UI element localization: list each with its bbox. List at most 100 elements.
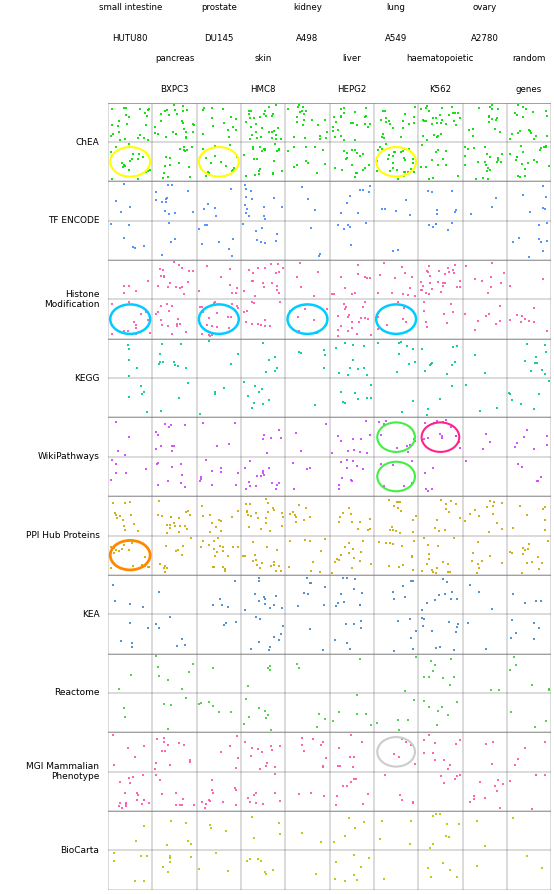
Point bbox=[448, 216, 456, 231]
Point bbox=[208, 464, 217, 478]
Point bbox=[519, 100, 527, 114]
Point bbox=[157, 268, 166, 283]
Point bbox=[217, 524, 225, 538]
Point bbox=[390, 747, 399, 762]
Point bbox=[200, 101, 209, 115]
Point bbox=[506, 774, 515, 789]
Point bbox=[155, 669, 163, 683]
Point bbox=[140, 131, 148, 145]
Point bbox=[448, 379, 456, 393]
Point bbox=[411, 624, 420, 638]
Point bbox=[248, 810, 257, 824]
Point bbox=[307, 576, 316, 590]
Point bbox=[173, 639, 182, 654]
Point bbox=[340, 133, 349, 148]
Point bbox=[429, 808, 438, 822]
Point bbox=[352, 688, 361, 703]
Point bbox=[258, 556, 266, 570]
Point bbox=[526, 364, 535, 378]
Point bbox=[208, 119, 217, 133]
Point bbox=[115, 509, 124, 523]
Point bbox=[407, 573, 416, 587]
Point bbox=[484, 115, 493, 130]
Point bbox=[251, 378, 260, 392]
Point bbox=[361, 117, 370, 131]
Point bbox=[129, 770, 138, 784]
Point bbox=[481, 737, 490, 751]
Point bbox=[107, 102, 116, 116]
Point bbox=[307, 564, 316, 578]
Point bbox=[157, 107, 166, 122]
Point bbox=[181, 637, 189, 652]
Point bbox=[514, 97, 522, 112]
Point bbox=[168, 444, 177, 459]
Point bbox=[349, 338, 358, 352]
Point bbox=[198, 795, 207, 809]
Point bbox=[412, 509, 420, 523]
Point bbox=[357, 586, 366, 600]
Point bbox=[540, 523, 549, 537]
Point bbox=[255, 762, 264, 776]
Point bbox=[264, 353, 273, 367]
Point bbox=[150, 120, 159, 134]
Point bbox=[544, 375, 553, 389]
Point bbox=[432, 718, 441, 732]
Point bbox=[350, 552, 358, 566]
Point bbox=[322, 417, 331, 431]
Point bbox=[444, 708, 453, 722]
Point bbox=[242, 692, 250, 706]
Point bbox=[215, 592, 224, 606]
Point bbox=[423, 538, 432, 552]
Point bbox=[385, 148, 394, 162]
Point bbox=[316, 738, 325, 752]
Point bbox=[125, 279, 134, 293]
Point bbox=[397, 335, 406, 350]
Point bbox=[244, 519, 253, 534]
Point bbox=[207, 318, 216, 333]
Point bbox=[274, 816, 283, 831]
Point bbox=[273, 360, 281, 375]
Point bbox=[422, 285, 430, 299]
Point bbox=[234, 347, 243, 361]
Point bbox=[488, 102, 497, 116]
Point bbox=[435, 524, 444, 538]
Point bbox=[347, 515, 356, 529]
Point bbox=[451, 205, 460, 219]
Point bbox=[357, 735, 366, 749]
Point bbox=[520, 430, 529, 444]
Point bbox=[295, 256, 304, 270]
Text: genes: genes bbox=[516, 85, 542, 95]
Point bbox=[265, 659, 274, 673]
Point bbox=[419, 129, 428, 143]
Point bbox=[521, 101, 530, 115]
Point bbox=[293, 598, 302, 612]
Point bbox=[339, 506, 348, 520]
Point bbox=[479, 171, 488, 185]
Point bbox=[154, 477, 163, 492]
Point bbox=[254, 316, 263, 331]
Point bbox=[250, 168, 259, 182]
Point bbox=[121, 522, 130, 536]
Point bbox=[366, 522, 375, 536]
Point bbox=[491, 113, 500, 127]
Point bbox=[206, 821, 215, 835]
Point bbox=[488, 257, 497, 271]
Point bbox=[517, 460, 526, 474]
Point bbox=[118, 542, 127, 556]
Point bbox=[356, 515, 365, 529]
Point bbox=[163, 839, 172, 853]
Point bbox=[423, 264, 432, 278]
Point bbox=[448, 183, 456, 198]
Point bbox=[296, 444, 305, 459]
Point bbox=[373, 155, 382, 169]
Point bbox=[157, 337, 166, 351]
Point bbox=[461, 454, 470, 468]
Point bbox=[388, 121, 397, 135]
Point bbox=[530, 616, 539, 630]
Point bbox=[452, 769, 461, 783]
Point bbox=[175, 391, 183, 405]
Point bbox=[335, 758, 344, 772]
Point bbox=[154, 493, 163, 508]
Point bbox=[540, 367, 549, 381]
Point bbox=[143, 274, 152, 288]
